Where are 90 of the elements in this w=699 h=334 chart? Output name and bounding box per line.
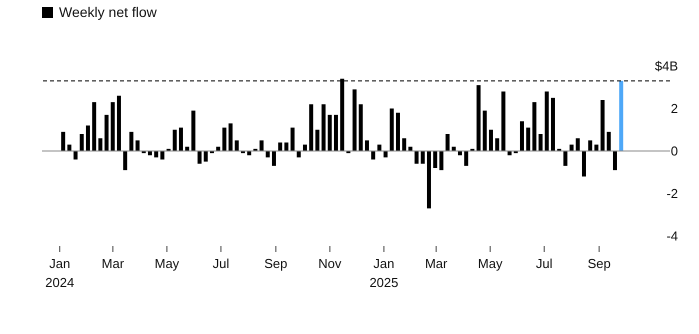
bar <box>464 151 468 166</box>
x-tick-label: May <box>154 256 180 271</box>
bar <box>328 114 332 151</box>
bar <box>576 138 580 151</box>
bar <box>488 130 493 151</box>
bar <box>123 151 128 170</box>
bar <box>74 151 78 160</box>
legend-label: Weekly net flow <box>58 4 157 20</box>
bar <box>396 112 400 151</box>
x-tick-label: Mar <box>102 256 125 271</box>
x-tick-label: Nov <box>318 256 342 271</box>
bar <box>266 151 270 158</box>
bar <box>582 151 586 176</box>
bar <box>129 132 134 151</box>
bar <box>520 121 524 151</box>
bar <box>612 151 617 170</box>
bar <box>110 102 115 151</box>
bar <box>260 140 264 151</box>
bar <box>198 151 202 164</box>
bar <box>178 128 183 151</box>
bar <box>104 114 109 151</box>
x-tick-label: Sep <box>264 256 288 271</box>
bar <box>594 144 598 151</box>
bar <box>284 142 288 151</box>
bar <box>228 123 233 151</box>
bar <box>426 151 431 208</box>
bar <box>570 144 574 151</box>
bar <box>290 128 295 151</box>
bar <box>377 144 382 151</box>
y-tick-label: -4 <box>666 228 678 244</box>
bar <box>402 138 406 151</box>
bar <box>334 114 338 151</box>
x-tick-label: Jul <box>536 256 553 271</box>
bar <box>86 126 90 151</box>
bar <box>234 140 239 151</box>
bar <box>538 134 543 151</box>
y-tick-label: $4B <box>654 58 678 74</box>
bar <box>136 140 140 151</box>
bar <box>98 138 102 151</box>
bar <box>606 132 611 151</box>
bar <box>191 110 196 151</box>
bar <box>563 151 568 166</box>
bar <box>384 151 388 158</box>
bar <box>364 140 369 151</box>
bar <box>160 151 164 160</box>
bar <box>296 151 301 158</box>
bar <box>302 144 307 151</box>
y-tick-label: 2 <box>670 101 678 116</box>
bar <box>532 102 536 151</box>
bar <box>619 80 624 151</box>
y-tick-label: 0 <box>670 144 678 158</box>
bar <box>550 98 555 151</box>
bar <box>600 100 605 151</box>
bar <box>495 138 500 151</box>
bar <box>544 92 549 151</box>
bar <box>390 108 394 151</box>
x-tick-label: Sep <box>588 256 611 271</box>
bar <box>371 151 376 160</box>
bar <box>588 140 592 151</box>
x-tick-label: Jan 2024 <box>45 256 74 290</box>
bar <box>352 89 357 151</box>
bar <box>222 128 226 151</box>
bar <box>358 104 363 151</box>
x-tick-label: Mar <box>424 256 448 271</box>
bar <box>154 151 158 158</box>
x-tick-label: Jan 2025 <box>369 256 398 290</box>
bar <box>172 130 177 151</box>
x-tick-label: Jul <box>212 256 230 271</box>
bar <box>315 130 320 151</box>
bar <box>439 151 444 170</box>
y-tick-label: -2 <box>666 186 678 201</box>
bar <box>414 151 419 164</box>
bar <box>204 151 208 162</box>
bar <box>482 110 487 151</box>
bar <box>272 151 276 166</box>
bar <box>476 85 481 151</box>
bar <box>92 102 96 151</box>
bar <box>309 104 314 151</box>
bar <box>67 144 72 151</box>
bar <box>61 132 66 151</box>
bar <box>322 104 326 151</box>
bar <box>80 134 84 151</box>
x-tick-label: May <box>478 256 503 271</box>
bar <box>446 134 450 151</box>
bar <box>501 92 506 151</box>
bar <box>278 142 282 151</box>
bar <box>420 151 425 164</box>
bar <box>116 96 121 151</box>
bar <box>433 151 438 168</box>
bar <box>526 128 530 151</box>
